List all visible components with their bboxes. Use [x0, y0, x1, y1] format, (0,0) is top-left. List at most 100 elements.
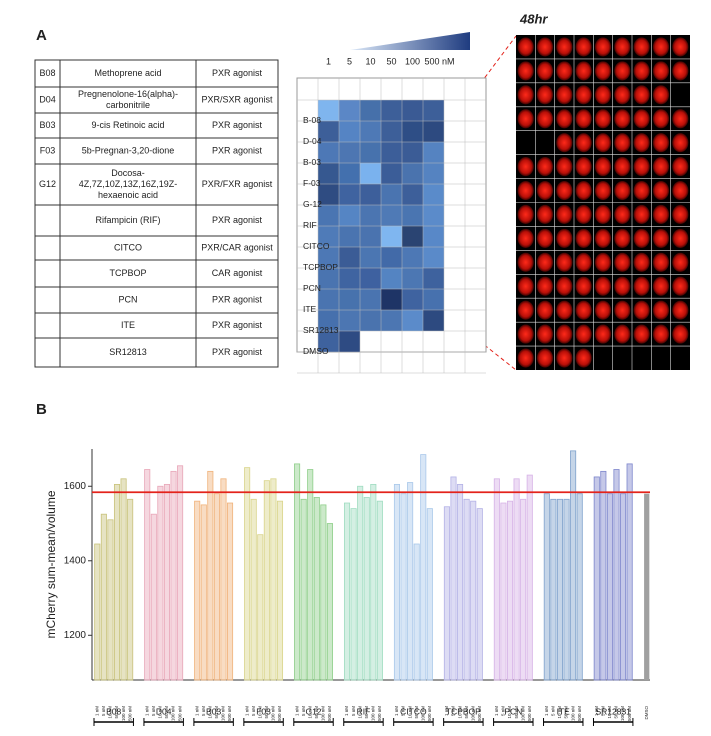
cell-image — [537, 253, 553, 272]
table-name: SR12813 — [109, 347, 147, 357]
cell-image — [537, 85, 553, 104]
cell-image — [614, 109, 630, 128]
x-tick-label: 500 nM — [277, 706, 282, 721]
x-tick-label: 500 nM — [377, 706, 382, 721]
cell-image — [595, 325, 611, 344]
bar — [521, 499, 526, 680]
table-name: Docosa- — [111, 168, 145, 178]
heatmap-cell — [360, 289, 381, 310]
cell-image — [634, 85, 650, 104]
bar — [401, 494, 406, 680]
heatmap-cell — [423, 268, 444, 289]
table-class: PXR/FXR agonist — [202, 179, 273, 189]
cell-image — [518, 348, 534, 367]
heatmap-cell — [381, 163, 402, 184]
bar — [358, 486, 363, 680]
cell-image — [634, 157, 650, 176]
heatmap-cell — [360, 247, 381, 268]
cell-image — [556, 61, 572, 80]
cell-image — [518, 85, 534, 104]
heatmap-cell — [381, 247, 402, 268]
group-label: CITCO — [400, 706, 427, 716]
cell-image — [653, 277, 669, 296]
cell-image — [556, 85, 572, 104]
heatmap-cell — [402, 184, 423, 205]
group-label: PCN — [504, 706, 522, 716]
heatmap-cell — [423, 247, 444, 268]
table-name: Rifampicin (RIF) — [95, 215, 160, 225]
bar — [101, 514, 106, 680]
group-label: TCPBOP — [446, 706, 481, 716]
heatmap-cell — [318, 289, 339, 310]
x-tick-label: 100 nM — [121, 706, 126, 721]
cell-image — [518, 205, 534, 224]
heatmap-cell — [360, 184, 381, 205]
heatmap-cell — [339, 268, 360, 289]
bar — [371, 484, 376, 680]
bar — [494, 479, 499, 680]
cell-image — [595, 133, 611, 152]
concentration-label: 5 — [347, 56, 352, 66]
bar — [308, 469, 313, 680]
bar — [364, 497, 369, 680]
heatmap-row-label: ITE — [303, 304, 317, 314]
heatmap-cell — [339, 100, 360, 121]
cell-image — [595, 253, 611, 272]
heatmap-cell — [360, 226, 381, 247]
cell-image — [634, 37, 650, 56]
heatmap-cell — [339, 184, 360, 205]
cell-image — [595, 157, 611, 176]
bar — [264, 481, 269, 680]
table-class: PXR agonist — [212, 145, 263, 155]
cell-image — [576, 277, 592, 296]
bar — [414, 544, 419, 680]
table-name: 4Z,7Z,10Z,13Z,16Z,19Z- — [79, 179, 178, 189]
heatmap-cell — [402, 205, 423, 226]
heatmap-cell — [402, 310, 423, 331]
table-name: carbonitrile — [106, 100, 150, 110]
table-name: 9-cis Retinoic acid — [91, 120, 164, 130]
bar — [201, 505, 206, 680]
cell-image — [653, 181, 669, 200]
bar — [427, 509, 432, 680]
heatmap-cell — [381, 226, 402, 247]
table-class: PXR/CAR agonist — [201, 242, 273, 252]
concentration-label: 10 — [365, 56, 375, 66]
bar — [351, 509, 356, 680]
cell-image — [595, 205, 611, 224]
table-class: CAR agonist — [212, 268, 263, 278]
table-code: B03 — [39, 120, 55, 130]
cell-image — [518, 301, 534, 320]
bar — [601, 471, 606, 680]
group-label: B03 — [206, 706, 221, 716]
bar — [477, 509, 482, 680]
heatmap-cell — [381, 184, 402, 205]
cell-image — [634, 229, 650, 248]
cell-image — [672, 133, 688, 152]
bar — [271, 479, 276, 680]
x-tick-label: 1 nM — [394, 706, 399, 716]
heatmap-cell — [339, 226, 360, 247]
y-tick-label: 1400 — [64, 555, 87, 566]
heatmap-cell — [423, 310, 444, 331]
group-label: G12 — [305, 706, 321, 716]
cell-image — [634, 133, 650, 152]
cell-image — [518, 325, 534, 344]
cell-image — [653, 85, 669, 104]
x-tick-label: 500 nM — [327, 706, 332, 721]
cell-image — [672, 61, 688, 80]
cell-image — [595, 229, 611, 248]
x-tick-label: 100 nM — [271, 706, 276, 721]
bar — [221, 479, 226, 680]
cell-image — [653, 229, 669, 248]
cell-image — [518, 37, 534, 56]
cell-image — [614, 253, 630, 272]
table-code: D04 — [39, 94, 56, 104]
heatmap-row-label: SR12813 — [303, 325, 339, 335]
heatmap-cell — [423, 205, 444, 226]
x-tick-label: 500 nM — [527, 706, 532, 721]
heatmap-cell — [423, 184, 444, 205]
x-tick-label: 500 nM — [177, 706, 182, 721]
bar — [294, 464, 299, 680]
bar — [251, 499, 256, 680]
